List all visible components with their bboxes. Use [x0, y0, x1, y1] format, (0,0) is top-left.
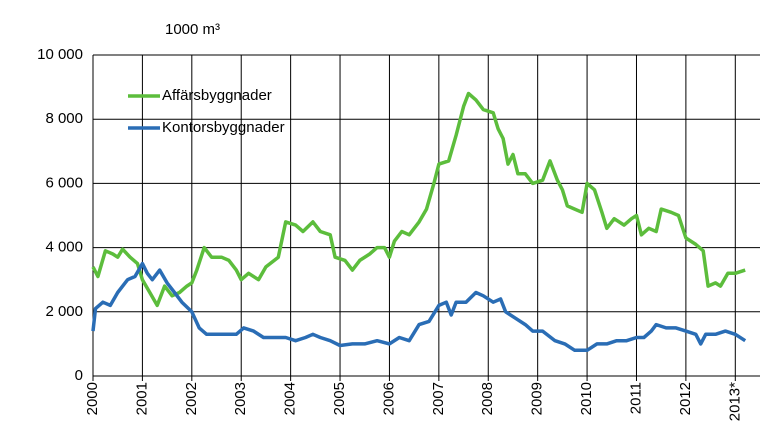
x-tick-label: 2002: [183, 382, 200, 415]
x-tick-label: 2008: [479, 382, 496, 415]
x-tick-label: 2005: [331, 382, 348, 415]
y-tick-label: 6 000: [45, 174, 83, 191]
x-tick-label: 2012: [677, 382, 694, 415]
x-tick-label: 2006: [380, 382, 397, 415]
legend-label: Kontorsbyggnader: [162, 119, 285, 136]
x-tick-label: 2004: [282, 382, 299, 415]
y-tick-label: 0: [75, 367, 83, 384]
legend-label: Affärsbyggnader: [162, 87, 272, 104]
x-tick-label: 2007: [430, 382, 447, 415]
x-tick-label: 2009: [529, 382, 546, 415]
series-line: [91, 91, 746, 308]
x-tick-label: 2001: [133, 382, 150, 415]
y-tick-label: 2 000: [45, 303, 83, 320]
x-tick-label: 2010: [578, 382, 595, 415]
y-tick-label: 8 000: [45, 110, 83, 127]
x-tick-label: 2000: [84, 382, 101, 415]
y-tick-label: 4 000: [45, 239, 83, 256]
x-tick-label: 2003: [232, 382, 249, 415]
series-line: [91, 261, 747, 353]
y-tick-label: 10 000: [37, 46, 83, 63]
y-unit-label: 1000 m³: [165, 21, 220, 38]
x-tick-label: 2013*: [726, 382, 743, 421]
x-tick-label: 2011: [627, 382, 644, 414]
